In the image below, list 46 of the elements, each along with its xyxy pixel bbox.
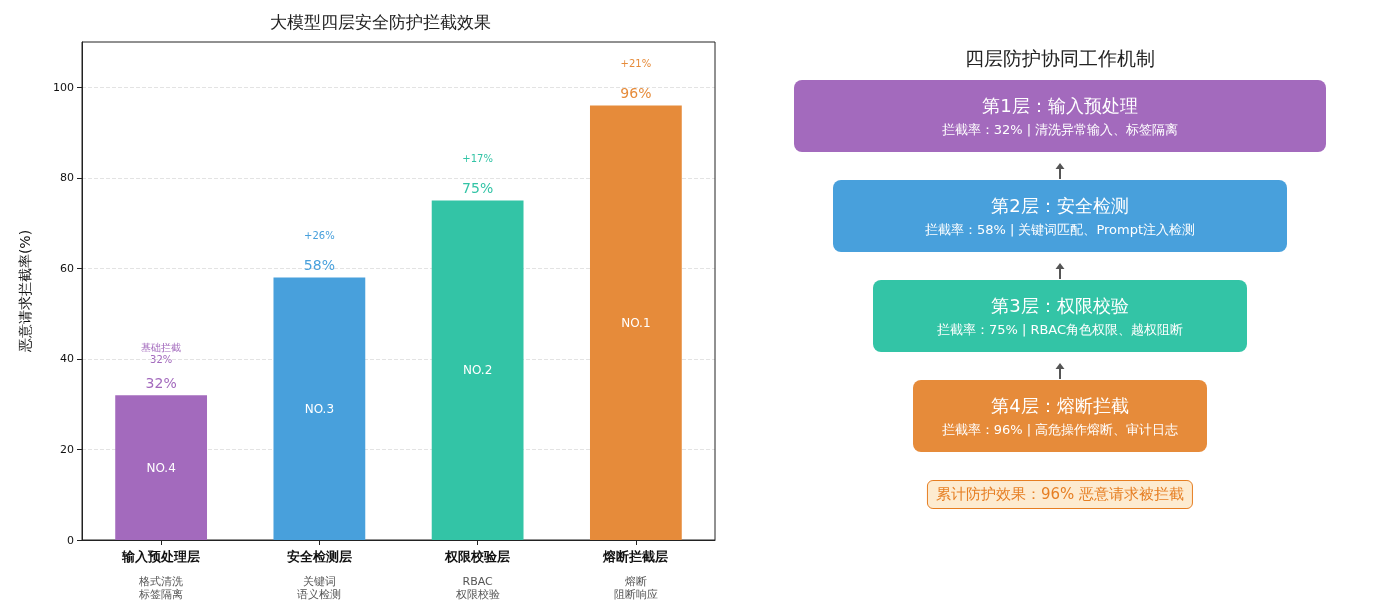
text: 第3层：权限校验 (990, 294, 1130, 318)
text: 四层防护协同工作机制 (964, 46, 1156, 71)
y-tick-label: 40 (60, 352, 74, 366)
text: 第1层：输入预处理 (981, 94, 1139, 118)
annotation: +17% (462, 152, 493, 164)
text: 拦截率：58% | 关键词匹配、Prompt注入检测 (923, 221, 1197, 239)
text: 语义检测 (297, 588, 342, 601)
text: 拦截率：75% | RBAC角色权限、越权阻断 (935, 321, 1185, 339)
annotation: NO.3 (304, 401, 335, 416)
text: RBAC (462, 575, 494, 588)
text: 格式清洗 (138, 575, 184, 588)
bar (589, 105, 682, 540)
annotation: NO.2 (462, 363, 493, 378)
x-tick-label: 权限校验层 (444, 549, 511, 564)
text: 熔断 (624, 575, 647, 588)
annotation: NO.4 (146, 460, 176, 475)
annotation: +26% (304, 229, 335, 241)
text: 累计防护效果：96% 恶意请求被拦截 (926, 480, 1194, 509)
text: 第2层：安全检测 (990, 194, 1130, 218)
data-label: 58% (303, 257, 335, 274)
y-tick-label: 60 (60, 261, 74, 275)
x-tick-label: 输入预处理层 (121, 549, 201, 564)
x-tick-label: 熔断拦截层 (602, 549, 669, 564)
y-tick-label: 80 (60, 171, 74, 185)
chart-title: 大模型四层安全防护拦截效果 (269, 11, 491, 32)
data-label: 75% (462, 180, 494, 197)
text: 第4层：熔断拦截 (990, 394, 1130, 418)
text: 拦截率：32% | 清洗异常输入、标签隔离 (940, 121, 1180, 139)
x-tick-label: 安全检测层 (286, 549, 352, 564)
text: 拦截率：96% | 高危操作熔断、审计日志 (940, 421, 1180, 439)
text: 标签隔离 (138, 588, 184, 601)
text: 权限校验 (454, 588, 500, 601)
y-axis-title: 恶意请求拦截率(%) (17, 229, 33, 354)
bar (431, 200, 524, 540)
y-tick-label: 0 (67, 533, 74, 547)
data-label: 32% (145, 375, 177, 392)
y-tick-label: 20 (60, 442, 74, 456)
bar (115, 395, 208, 540)
text: 阻断响应 (613, 588, 658, 601)
data-label: 96% (620, 85, 652, 102)
annotation: 基础拦截 32% (141, 341, 182, 365)
annotation: NO.1 (621, 315, 651, 330)
text: 关键词 (302, 575, 336, 588)
bar (273, 277, 366, 540)
y-tick-label: 100 (53, 80, 74, 94)
annotation: +21% (620, 57, 652, 69)
